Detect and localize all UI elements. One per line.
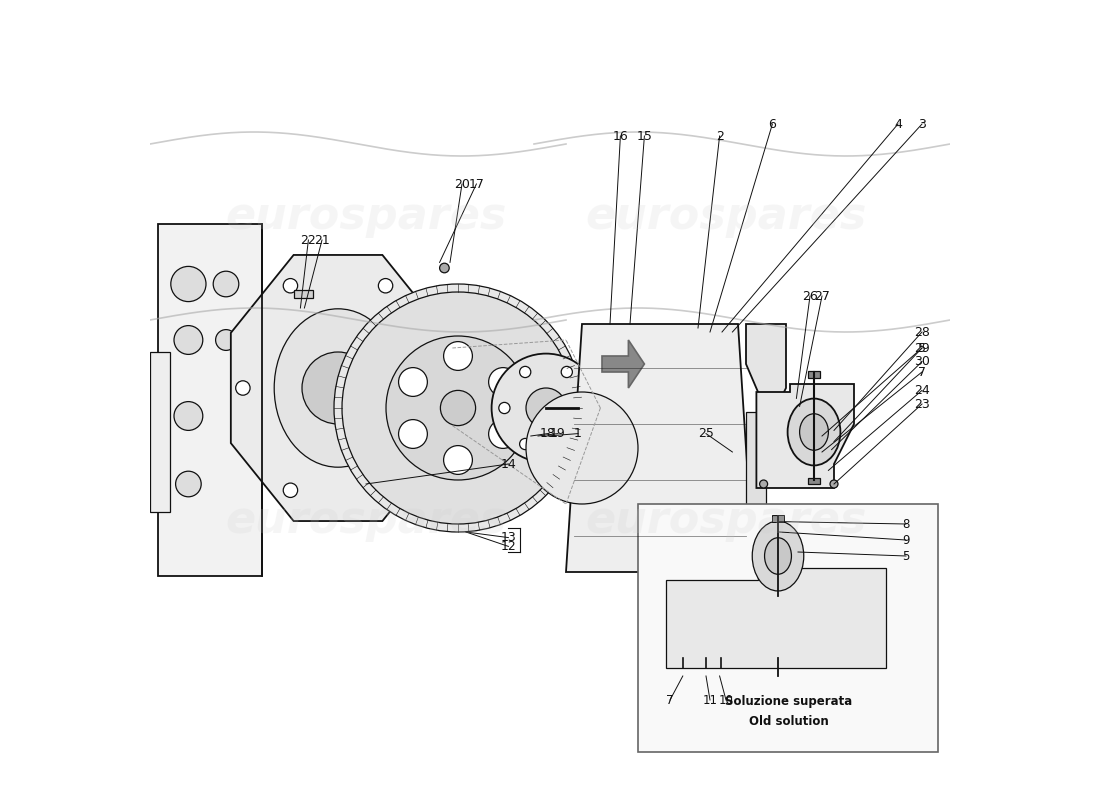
Text: eurospares: eurospares bbox=[585, 498, 867, 542]
Text: 25: 25 bbox=[698, 427, 714, 440]
Text: Soluzione superata: Soluzione superata bbox=[725, 695, 852, 708]
Text: 21: 21 bbox=[315, 234, 330, 246]
Text: Old solution: Old solution bbox=[748, 715, 828, 728]
Text: 7: 7 bbox=[667, 694, 673, 706]
Circle shape bbox=[830, 480, 838, 488]
Circle shape bbox=[174, 326, 202, 354]
Text: 3: 3 bbox=[918, 118, 926, 130]
Polygon shape bbox=[666, 568, 886, 668]
Text: 30: 30 bbox=[914, 355, 929, 368]
Text: 13: 13 bbox=[500, 531, 516, 544]
Polygon shape bbox=[602, 340, 645, 388]
FancyBboxPatch shape bbox=[294, 290, 313, 298]
Text: 10: 10 bbox=[718, 694, 734, 706]
Ellipse shape bbox=[800, 414, 828, 450]
Text: 16: 16 bbox=[613, 130, 628, 142]
Text: 29: 29 bbox=[914, 342, 929, 354]
Text: 19: 19 bbox=[550, 427, 565, 440]
Circle shape bbox=[440, 390, 475, 426]
Bar bbox=[808, 478, 820, 484]
Circle shape bbox=[235, 381, 250, 395]
Circle shape bbox=[492, 354, 601, 462]
Circle shape bbox=[519, 438, 531, 450]
Circle shape bbox=[213, 271, 239, 297]
Circle shape bbox=[443, 446, 472, 474]
Polygon shape bbox=[231, 255, 446, 521]
Circle shape bbox=[760, 480, 768, 488]
Text: 27: 27 bbox=[814, 290, 829, 302]
Text: 18: 18 bbox=[540, 427, 556, 440]
Text: 5: 5 bbox=[902, 550, 910, 562]
FancyBboxPatch shape bbox=[638, 504, 938, 752]
Text: 11: 11 bbox=[703, 694, 717, 706]
Circle shape bbox=[378, 483, 393, 498]
Circle shape bbox=[302, 352, 374, 424]
Polygon shape bbox=[566, 324, 754, 572]
Circle shape bbox=[488, 367, 517, 396]
Polygon shape bbox=[757, 384, 854, 488]
Circle shape bbox=[176, 471, 201, 497]
Ellipse shape bbox=[274, 309, 402, 467]
Circle shape bbox=[283, 278, 298, 293]
Circle shape bbox=[334, 284, 582, 532]
Text: eurospares: eurospares bbox=[585, 194, 867, 238]
Bar bbox=[772, 515, 783, 522]
Text: 8: 8 bbox=[902, 518, 910, 530]
FancyBboxPatch shape bbox=[158, 224, 262, 576]
Text: 14: 14 bbox=[500, 458, 516, 470]
Ellipse shape bbox=[788, 398, 840, 466]
Text: eurospares: eurospares bbox=[226, 194, 507, 238]
Circle shape bbox=[283, 483, 298, 498]
Circle shape bbox=[378, 278, 393, 293]
Text: 9: 9 bbox=[902, 534, 910, 546]
Circle shape bbox=[582, 402, 593, 414]
Text: 23: 23 bbox=[914, 398, 929, 410]
Text: 1: 1 bbox=[574, 427, 582, 440]
Text: 28: 28 bbox=[914, 326, 929, 338]
Circle shape bbox=[440, 263, 449, 273]
FancyBboxPatch shape bbox=[746, 412, 766, 508]
Circle shape bbox=[561, 366, 572, 378]
Text: 4: 4 bbox=[894, 118, 902, 130]
Polygon shape bbox=[442, 348, 452, 426]
Circle shape bbox=[526, 392, 638, 504]
Circle shape bbox=[526, 388, 566, 428]
Text: eurospares: eurospares bbox=[226, 498, 507, 542]
Ellipse shape bbox=[764, 538, 791, 574]
Text: 7: 7 bbox=[918, 366, 926, 378]
Circle shape bbox=[398, 367, 428, 396]
Circle shape bbox=[170, 266, 206, 302]
Circle shape bbox=[342, 292, 574, 524]
Circle shape bbox=[443, 342, 472, 370]
Text: 5: 5 bbox=[918, 342, 926, 354]
Text: 20: 20 bbox=[454, 178, 470, 190]
Circle shape bbox=[519, 366, 531, 378]
Circle shape bbox=[426, 381, 440, 395]
FancyBboxPatch shape bbox=[150, 352, 170, 512]
Text: 26: 26 bbox=[802, 290, 818, 302]
Text: 17: 17 bbox=[469, 178, 484, 190]
Bar bbox=[807, 371, 821, 378]
Circle shape bbox=[386, 336, 530, 480]
Circle shape bbox=[561, 438, 572, 450]
Ellipse shape bbox=[752, 521, 804, 591]
Circle shape bbox=[174, 402, 202, 430]
Text: 22: 22 bbox=[300, 234, 317, 246]
Circle shape bbox=[498, 402, 510, 414]
Text: 15: 15 bbox=[637, 130, 652, 142]
Text: 6: 6 bbox=[769, 118, 777, 130]
Polygon shape bbox=[746, 324, 786, 420]
Text: 24: 24 bbox=[914, 384, 929, 397]
Circle shape bbox=[398, 419, 428, 448]
Text: 2: 2 bbox=[716, 130, 724, 142]
Text: 12: 12 bbox=[500, 540, 516, 553]
Circle shape bbox=[488, 420, 517, 448]
Circle shape bbox=[216, 330, 236, 350]
